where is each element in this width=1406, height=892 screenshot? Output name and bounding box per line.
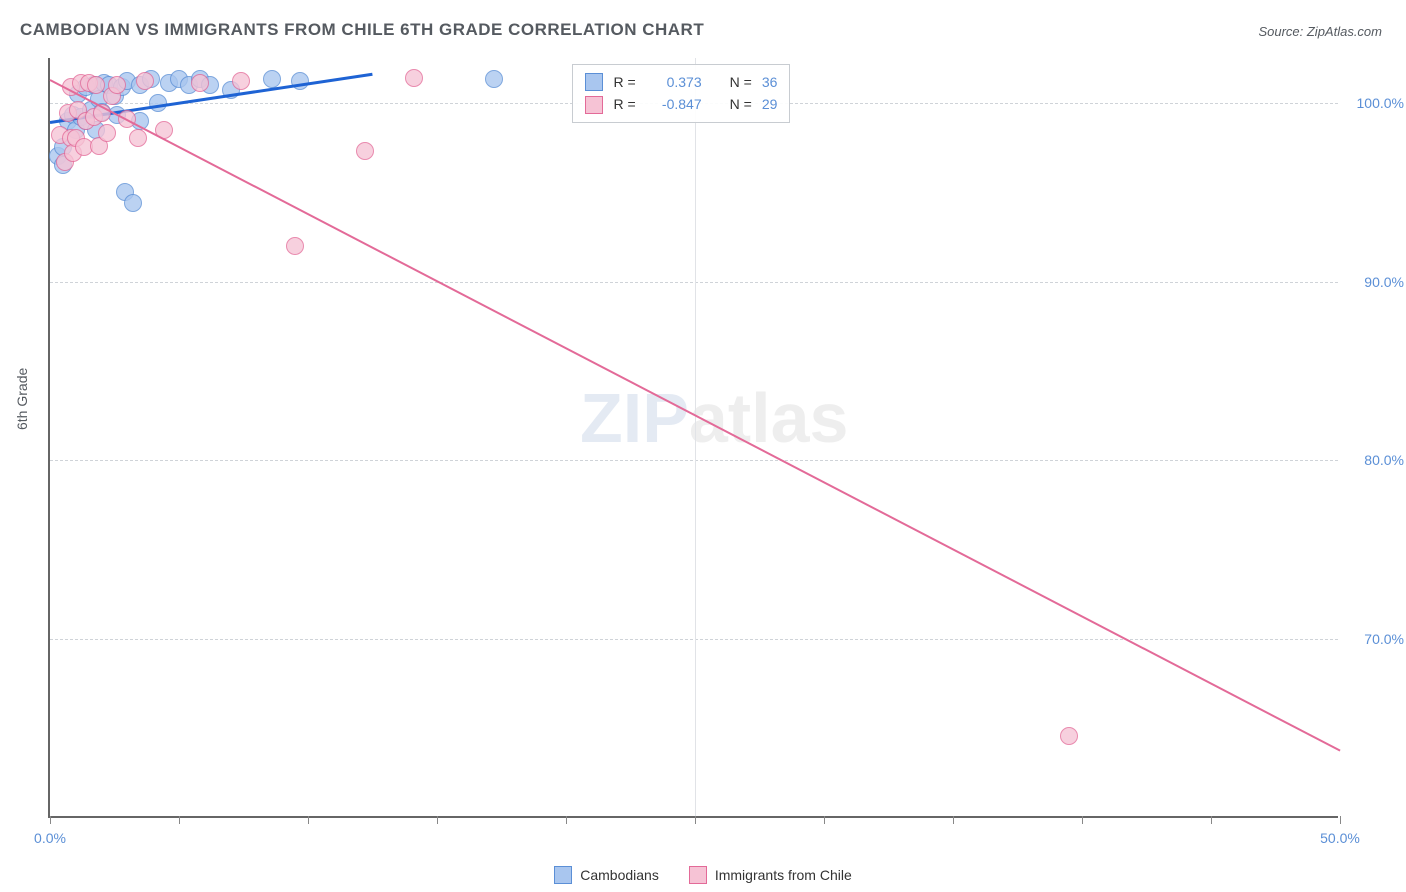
bottom-legend-item-chile: Immigrants from Chile xyxy=(689,866,852,884)
r-value: -0.847 xyxy=(646,93,702,115)
n-label: N = xyxy=(730,71,752,93)
x-tick-mark xyxy=(1340,816,1341,824)
source-prefix: Source: xyxy=(1258,24,1306,39)
plot-area: ZIPatlas 70.0%80.0%90.0%100.0%0.0%50.0%R… xyxy=(48,58,1338,818)
n-value: 29 xyxy=(762,93,778,115)
data-point-cambodians xyxy=(291,72,309,90)
y-tick-label: 70.0% xyxy=(1344,631,1404,647)
stats-legend: R = 0.373 N = 36 R = -0.847 N = 29 xyxy=(572,64,790,123)
data-point-chile xyxy=(191,74,209,92)
r-value: 0.373 xyxy=(646,71,702,93)
x-tick-mark xyxy=(179,816,180,824)
legend-swatch-cambodians xyxy=(585,73,603,91)
x-tick-mark xyxy=(695,816,696,824)
source-credit: Source: ZipAtlas.com xyxy=(1258,24,1382,39)
x-tick-mark xyxy=(953,816,954,824)
data-point-chile xyxy=(98,124,116,142)
watermark: ZIPatlas xyxy=(580,378,848,458)
legend-swatch-chile xyxy=(585,96,603,114)
data-point-chile xyxy=(129,129,147,147)
r-label: R = xyxy=(613,71,635,93)
x-tick-label: 50.0% xyxy=(1320,830,1360,846)
stats-legend-row-chile: R = -0.847 N = 29 xyxy=(585,93,777,115)
x-tick-mark xyxy=(308,816,309,824)
y-tick-label: 80.0% xyxy=(1344,452,1404,468)
gridline-h xyxy=(50,460,1338,461)
data-point-chile xyxy=(356,142,374,160)
gridline-v xyxy=(695,58,696,816)
stats-legend-row-cambodians: R = 0.373 N = 36 xyxy=(585,71,777,93)
data-point-chile xyxy=(232,72,250,90)
data-point-cambodians xyxy=(124,194,142,212)
watermark-zip: ZIP xyxy=(580,379,689,457)
r-label: R = xyxy=(613,93,635,115)
source-name: ZipAtlas.com xyxy=(1307,24,1382,39)
n-value: 36 xyxy=(762,71,778,93)
x-tick-mark xyxy=(437,816,438,824)
x-tick-mark xyxy=(50,816,51,824)
bottom-legend-item-cambodians: Cambodians xyxy=(554,866,659,884)
y-tick-label: 100.0% xyxy=(1344,95,1404,111)
legend-swatch-chile xyxy=(689,866,707,884)
legend-label-chile: Immigrants from Chile xyxy=(715,867,852,883)
legend-swatch-cambodians xyxy=(554,866,572,884)
x-tick-mark xyxy=(824,816,825,824)
data-point-chile xyxy=(1060,727,1078,745)
x-tick-label: 0.0% xyxy=(34,830,66,846)
data-point-chile xyxy=(108,76,126,94)
bottom-legend: Cambodians Immigrants from Chile xyxy=(0,866,1406,884)
n-label: N = xyxy=(730,93,752,115)
data-point-chile xyxy=(286,237,304,255)
watermark-atlas: atlas xyxy=(689,379,849,457)
y-tick-label: 90.0% xyxy=(1344,274,1404,290)
chart-title: CAMBODIAN VS IMMIGRANTS FROM CHILE 6TH G… xyxy=(20,20,704,40)
y-axis-label: 6th Grade xyxy=(14,368,30,430)
data-point-chile xyxy=(405,69,423,87)
gridline-h xyxy=(50,282,1338,283)
gridline-h xyxy=(50,639,1338,640)
x-tick-mark xyxy=(1082,816,1083,824)
x-tick-mark xyxy=(566,816,567,824)
data-point-cambodians xyxy=(485,70,503,88)
x-tick-mark xyxy=(1211,816,1212,824)
legend-label-cambodians: Cambodians xyxy=(580,867,659,883)
